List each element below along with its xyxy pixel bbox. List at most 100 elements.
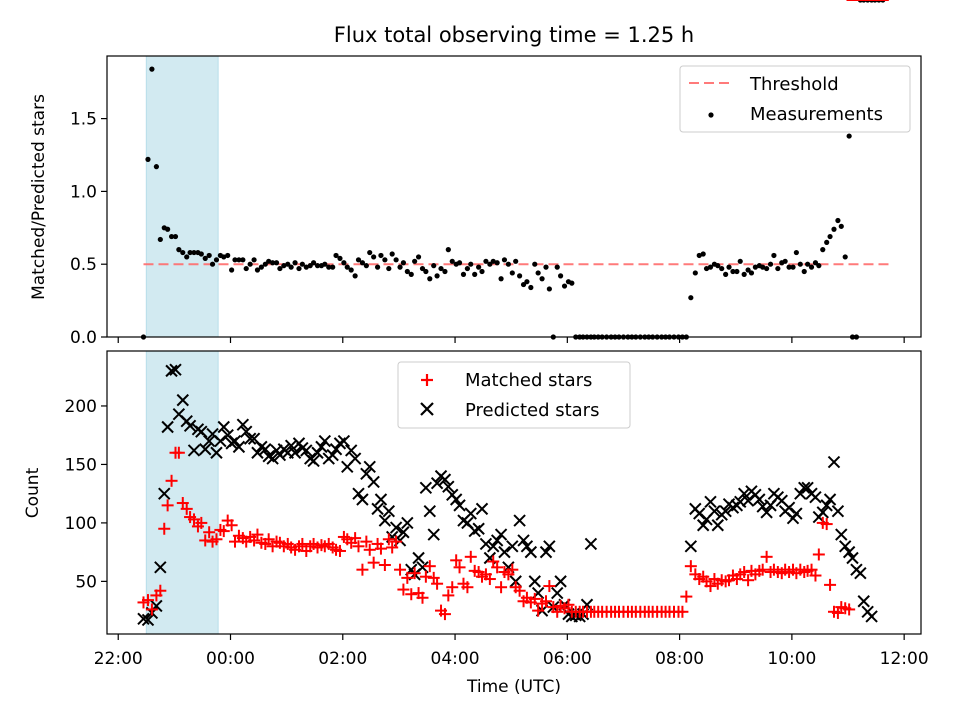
matched-star-point <box>382 533 395 546</box>
predicted-star-point <box>255 440 268 454</box>
predicted-star-point <box>438 473 452 486</box>
predicted-star-point <box>333 437 347 450</box>
predicted-star-point <box>827 455 841 469</box>
measurement-point <box>790 264 796 270</box>
predicted-star-point <box>307 454 320 468</box>
measurement-point <box>187 249 193 256</box>
predicted-star-point <box>490 534 504 547</box>
matched-star-point <box>446 581 459 594</box>
measurement-point <box>524 279 530 285</box>
measurement-point <box>509 270 515 276</box>
matched-star-point <box>495 581 508 594</box>
measurement-point <box>202 255 208 261</box>
predicted-star-point <box>449 493 463 506</box>
measurement-point <box>240 257 246 263</box>
measurement-point <box>460 271 467 277</box>
predicted-star-point <box>741 494 755 507</box>
matched-star-point <box>397 583 410 596</box>
x-tick-label: 02:00 <box>318 649 367 669</box>
predicted-star-point <box>378 514 392 527</box>
top-y-tick-label: 1.0 <box>70 182 97 202</box>
predicted-star-point <box>348 452 362 465</box>
predicted-star-point <box>412 551 425 565</box>
matched-stars-series <box>137 0 889 621</box>
measurement-point <box>569 280 575 286</box>
predicted-star-point <box>183 419 197 433</box>
top-panel: 0.0 0.5 1.0 1.5 Matched/Predicted stars Thr… <box>29 0 922 348</box>
measurement-point <box>247 261 253 267</box>
measurement-point <box>760 264 766 270</box>
predicted-star-point <box>835 528 848 541</box>
matched-star-point <box>680 590 693 603</box>
measurement-point <box>299 261 305 267</box>
bottom-y-tick-label: 50 <box>75 572 97 592</box>
x-tick-label: 10:00 <box>767 649 816 669</box>
predicted-star-point <box>453 499 466 512</box>
predicted-star-point <box>517 534 530 547</box>
predicted-star-point <box>704 495 717 509</box>
predicted-star-point <box>737 487 751 500</box>
measurement-point <box>442 268 448 275</box>
measurement-point <box>546 286 552 292</box>
predicted-star-point <box>423 505 437 518</box>
matched-star-point <box>378 559 391 572</box>
legend-threshold-label: Threshold <box>749 74 839 95</box>
measurement-point <box>707 264 714 270</box>
predicted-star-point <box>711 519 724 532</box>
measurement-point <box>400 260 407 266</box>
measurement-point <box>767 261 774 267</box>
matched-star-point <box>461 581 474 594</box>
measurement-point <box>764 265 770 272</box>
measurement-point <box>782 258 788 264</box>
measurement-point <box>393 257 399 263</box>
measurement-point <box>281 263 287 269</box>
predicted-star-point <box>719 505 732 518</box>
measurement-point <box>374 264 381 270</box>
predicted-star-point <box>141 613 155 627</box>
measurement-point <box>254 267 261 273</box>
measurement-point <box>285 261 291 267</box>
matched-star-point <box>352 540 365 553</box>
predicted-star-point <box>684 540 698 553</box>
measurement-point <box>165 226 171 232</box>
predicted-star-point <box>472 522 485 535</box>
matched-star-point <box>756 563 769 576</box>
measurement-point <box>723 271 729 277</box>
predicted-star-point <box>363 460 376 473</box>
matched-star-point <box>333 544 346 557</box>
predicted-star-point <box>371 502 384 516</box>
matched-star-point <box>491 561 504 574</box>
predicted-star-point <box>232 440 246 454</box>
predicted-star-point <box>539 545 553 559</box>
measurement-point <box>270 260 276 266</box>
measurement-point <box>476 264 482 270</box>
predicted-star-point <box>782 501 796 514</box>
matched-star-point <box>405 588 418 601</box>
predicted-star-point <box>311 446 324 459</box>
predicted-star-point <box>214 434 227 448</box>
measurement-point <box>209 261 216 267</box>
matched-star-point <box>684 560 697 573</box>
measurement-point <box>490 258 496 264</box>
measurement-point <box>225 252 231 259</box>
predicted-star-point <box>356 493 369 506</box>
measurement-point <box>326 264 332 270</box>
predicted-star-point <box>494 528 508 541</box>
measurement-point <box>726 264 732 270</box>
predicted-star-point <box>708 505 721 518</box>
predicted-star-point <box>475 502 489 516</box>
measurement-point <box>243 265 249 272</box>
bottom-legend-box <box>397 361 631 429</box>
measurement-point <box>816 263 822 269</box>
measurement-point <box>153 164 160 170</box>
measurement-point <box>266 258 272 264</box>
predicted-star-point <box>506 540 519 553</box>
measurement-point <box>741 271 747 277</box>
measurement-point <box>348 267 354 273</box>
bottom-panel: 50 100 150 200 22:00 00:00 02:00 04:00 06:00 08:… <box>23 0 929 697</box>
bottom-y-tick-label: 200 <box>65 397 97 417</box>
legend-matched-swatch <box>421 374 433 386</box>
bottom-legend: Matched stars Predicted stars <box>397 361 631 429</box>
measurement-point <box>355 257 362 263</box>
